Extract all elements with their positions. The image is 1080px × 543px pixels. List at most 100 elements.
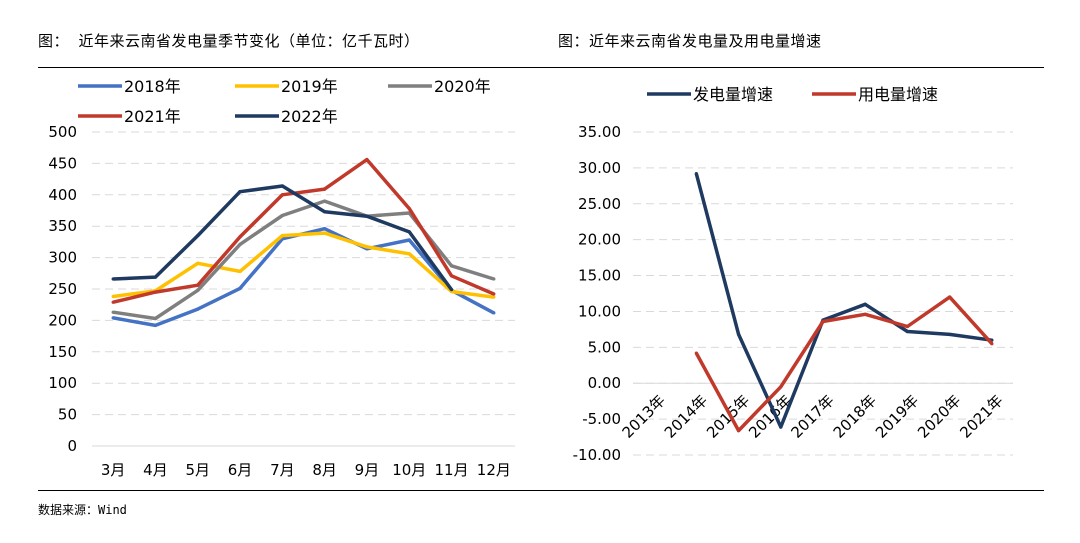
x-tick-label: 10月 — [392, 461, 426, 479]
data-point — [238, 269, 242, 274]
data-point — [863, 312, 867, 316]
bottom-rule — [38, 490, 1044, 491]
legend-label: 2018年 — [124, 77, 181, 96]
series-line-用电量增速 — [694, 295, 994, 433]
data-point — [449, 274, 454, 278]
data-point — [280, 213, 284, 218]
data-point — [153, 323, 158, 328]
y-tick-label: 300 — [48, 249, 77, 267]
data-point — [736, 332, 741, 337]
data-point — [948, 332, 952, 337]
legend-label: 2020年 — [434, 77, 491, 96]
data-point — [323, 210, 327, 214]
data-point — [694, 351, 698, 355]
x-tick-label: 2019年 — [872, 391, 922, 441]
y-tick-label: 0 — [67, 437, 77, 455]
data-point — [323, 187, 327, 191]
x-tick-label: 5月 — [185, 461, 210, 479]
data-point — [238, 286, 242, 290]
data-point — [407, 252, 411, 256]
data-point — [365, 214, 369, 218]
data-point — [238, 235, 242, 239]
data-point — [153, 275, 158, 279]
series-line-发电量增速 — [694, 173, 993, 429]
y-tick-label: 10.00 — [578, 302, 621, 320]
data-point — [449, 288, 454, 292]
data-point — [449, 264, 454, 268]
data-point — [492, 311, 496, 315]
data-point — [407, 207, 411, 211]
x-tick-label: 8月 — [312, 461, 337, 479]
data-point — [905, 324, 910, 329]
x-tick-label: 2017年 — [787, 391, 837, 441]
x-tick-label: 2021年 — [956, 391, 1006, 441]
y-tick-label: 150 — [48, 343, 77, 361]
growth-rate-chart: -10.00 -5.00 0.00 5.00 10.00 15.00 20.00 25.00 3… — [573, 85, 1013, 464]
data-point — [736, 428, 741, 433]
x-tick-label: 2014年 — [661, 391, 711, 441]
legend-label: 用电量增速 — [858, 85, 938, 104]
x-tick-label: 6月 — [228, 461, 253, 479]
data-point — [821, 319, 825, 324]
seasonal-generation-chart: 0 50 100 150 200 250 300 350 400 450 500 3月 4月 5月 6月 7月… — [48, 77, 515, 479]
y-tick-label: 500 — [48, 123, 77, 141]
data-point — [196, 307, 200, 311]
data-point — [153, 290, 158, 294]
data-point — [238, 190, 242, 194]
data-point — [196, 288, 200, 292]
x-tick-label: 9月 — [355, 461, 380, 479]
data-point — [365, 158, 369, 162]
data-point — [323, 199, 327, 203]
y-tick-label: 450 — [48, 154, 77, 172]
y-tick-label: 200 — [48, 311, 77, 329]
data-point — [779, 385, 783, 389]
y-tick-label: 20.00 — [578, 231, 621, 249]
y-tick-label: 25.00 — [578, 195, 621, 213]
data-point — [694, 172, 698, 176]
x-tick-label: 2015年 — [703, 391, 753, 441]
data-point — [280, 193, 284, 197]
data-point — [863, 302, 867, 306]
data-point — [365, 245, 369, 249]
x-tick-label: 3月 — [101, 461, 126, 479]
data-point — [111, 316, 115, 320]
y-tick-label: -10.00 — [573, 446, 621, 464]
data-point — [323, 231, 327, 235]
data-point — [492, 295, 496, 299]
data-point — [111, 277, 115, 281]
x-tick-label: 4月 — [143, 461, 168, 479]
y-tick-label: 50 — [58, 406, 77, 424]
data-point — [238, 242, 242, 247]
legend-label: 2021年 — [124, 107, 181, 126]
data-point — [111, 294, 115, 299]
x-tick-label: 12月 — [477, 461, 511, 479]
legend-label: 发电量增速 — [693, 85, 773, 104]
data-point — [196, 261, 200, 265]
x-tick-label: 7月 — [270, 461, 295, 479]
x-tick-label: 2020年 — [914, 391, 964, 441]
data-point — [407, 230, 411, 234]
data-source: 数据来源：Wind — [38, 503, 127, 517]
data-point — [196, 234, 200, 238]
data-point — [153, 316, 158, 321]
y-tick-label: 350 — [48, 217, 77, 235]
data-point — [990, 342, 994, 346]
right-chart-title: 图：近年来云南省发电量及用电量增速 — [558, 32, 822, 50]
y-tick-label: -5.00 — [582, 410, 621, 428]
top-rule — [38, 67, 1044, 68]
legend-label: 2022年 — [281, 107, 338, 126]
series-line-2021年 — [112, 157, 495, 304]
data-point — [492, 292, 496, 296]
y-tick-label: 35.00 — [578, 123, 621, 141]
data-point — [111, 310, 115, 314]
data-point — [111, 300, 115, 304]
y-tick-label: 0.00 — [588, 374, 621, 392]
series-line-2019年 — [112, 231, 495, 299]
y-tick-label: 100 — [48, 374, 77, 392]
data-point — [905, 329, 910, 334]
y-tick-label: 400 — [48, 186, 77, 204]
data-point — [407, 238, 411, 242]
x-tick-label: 2013年 — [619, 391, 669, 441]
y-tick-label: 5.00 — [588, 338, 621, 356]
y-tick-label: 250 — [48, 280, 77, 298]
